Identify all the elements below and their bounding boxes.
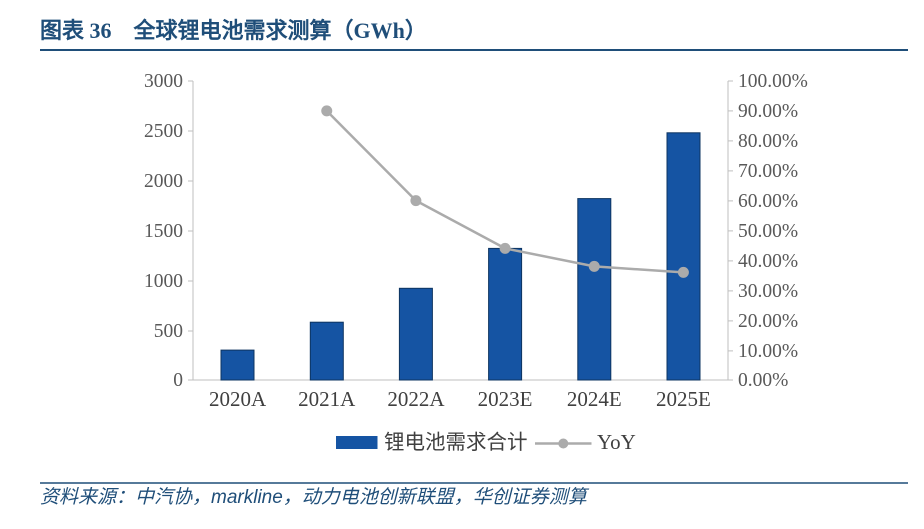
svg-text:1000: 1000 xyxy=(144,271,183,292)
svg-text:500: 500 xyxy=(154,321,183,342)
svg-text:2500: 2500 xyxy=(144,121,183,142)
svg-text:40.00%: 40.00% xyxy=(738,251,798,272)
svg-text:50.00%: 50.00% xyxy=(738,221,798,242)
svg-text:2024E: 2024E xyxy=(567,387,622,411)
svg-text:30.00%: 30.00% xyxy=(738,281,798,302)
svg-text:90.00%: 90.00% xyxy=(738,101,798,122)
svg-text:2025E: 2025E xyxy=(656,387,711,411)
svg-text:60.00%: 60.00% xyxy=(738,191,798,212)
svg-text:2020A: 2020A xyxy=(209,387,267,411)
svg-text:10.00%: 10.00% xyxy=(738,341,798,362)
svg-text:20.00%: 20.00% xyxy=(738,311,798,332)
svg-text:100.00%: 100.00% xyxy=(738,71,808,92)
svg-text:锂电池需求合计: 锂电池需求合计 xyxy=(384,431,528,454)
svg-text:1500: 1500 xyxy=(144,221,183,242)
svg-text:3000: 3000 xyxy=(144,71,183,92)
svg-text:资料来源：中汽协，markline，动力电池创新联盟，华创证: 资料来源：中汽协，markline，动力电池创新联盟，华创证券测算 xyxy=(40,486,590,508)
svg-text:70.00%: 70.00% xyxy=(738,161,798,182)
svg-text:2000: 2000 xyxy=(144,171,183,192)
svg-text:80.00%: 80.00% xyxy=(738,131,798,152)
svg-text:0.00%: 0.00% xyxy=(738,370,788,391)
svg-text:YoY: YoY xyxy=(597,430,636,454)
svg-text:2023E: 2023E xyxy=(478,387,533,411)
svg-text:2022A: 2022A xyxy=(387,387,445,411)
svg-text:0: 0 xyxy=(173,370,183,391)
svg-text:2021A: 2021A xyxy=(298,387,356,411)
svg-text:图表 36 全球锂电池需求测算（GWh）: 图表 36 全球锂电池需求测算（GWh） xyxy=(40,18,427,43)
